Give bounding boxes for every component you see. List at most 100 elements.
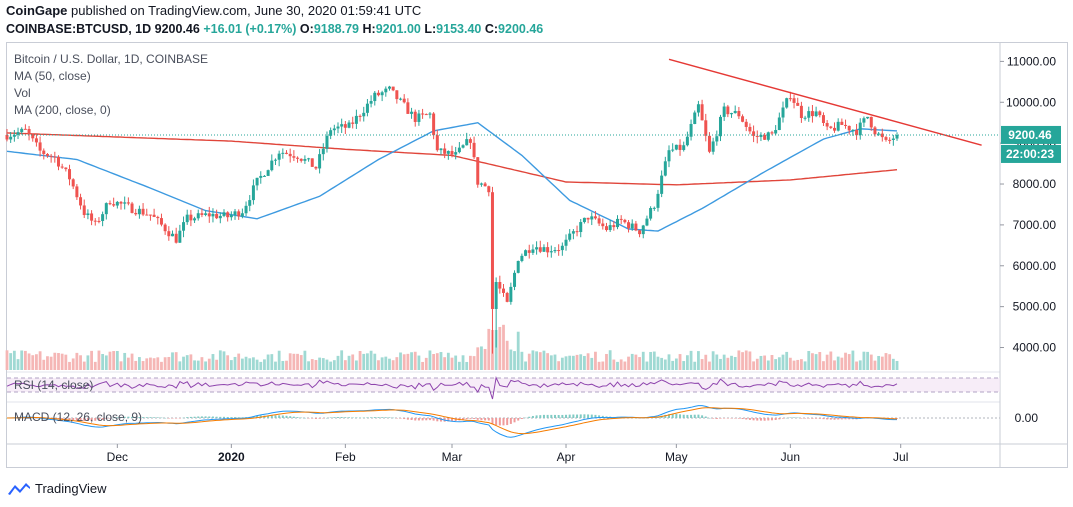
legend-macd[interactable]: MACD (12, 26, close, 9)	[14, 410, 143, 424]
macd-histogram-bar	[344, 417, 347, 418]
candle-body	[494, 282, 498, 309]
candle-body	[75, 186, 79, 198]
candle-body	[814, 111, 818, 117]
macd-histogram-bar	[682, 414, 685, 418]
candle-body	[193, 218, 197, 221]
candle-body	[704, 120, 708, 136]
candle-body	[365, 103, 369, 113]
volume-bar	[406, 353, 410, 370]
candle-body	[373, 92, 377, 102]
candle-body	[457, 147, 461, 153]
candle-body	[307, 158, 311, 160]
volume-bar	[130, 353, 134, 370]
macd-histogram-bar	[189, 416, 192, 418]
legend-ma50[interactable]: MA (50, close)	[14, 69, 91, 83]
volume-bar	[126, 357, 130, 370]
legend-vol[interactable]: Vol	[14, 86, 31, 100]
macd-histogram-bar	[752, 418, 755, 421]
macd-histogram-bar	[167, 418, 170, 419]
volume-bar	[656, 356, 660, 370]
macd-histogram-bar	[848, 418, 851, 420]
candle-body	[277, 153, 281, 160]
candle-body	[68, 169, 72, 180]
macd-histogram-bar	[509, 418, 512, 424]
volume-bar	[594, 351, 597, 370]
candle-body	[763, 134, 767, 140]
candle-body	[785, 98, 789, 108]
candle-body	[296, 157, 300, 159]
volume-bar	[270, 354, 274, 370]
volume-bar	[413, 351, 417, 370]
volume-bar	[281, 360, 285, 370]
macd-histogram-bar	[804, 418, 807, 419]
candle-body	[774, 130, 778, 134]
volume-bar	[755, 358, 759, 370]
macd-histogram-bar	[535, 415, 538, 418]
volume-bar	[674, 358, 678, 370]
macd-histogram-bar	[83, 418, 86, 422]
volume-bar	[60, 353, 64, 370]
volume-bar	[498, 326, 502, 370]
candle-body	[645, 218, 649, 226]
macd-histogram-bar	[178, 418, 181, 419]
macd-histogram-bar	[568, 414, 571, 418]
volume-bar	[788, 357, 792, 370]
macd-histogram-bar	[186, 417, 189, 418]
tradingview-logo-icon	[8, 482, 30, 495]
macd-histogram-bar	[671, 413, 674, 418]
volume-bar	[373, 353, 377, 370]
candle-body	[79, 197, 83, 206]
candle-body	[174, 233, 178, 243]
legend-rsi[interactable]: RSI (14, close)	[14, 378, 94, 392]
candle-body	[531, 249, 535, 253]
macd-histogram-bar	[90, 418, 93, 421]
high-label: H:	[362, 22, 376, 36]
macd-histogram-bar	[745, 418, 748, 420]
resistance-trendline[interactable]	[668, 58, 982, 146]
volume-bar	[46, 356, 49, 370]
volume-bar	[549, 355, 553, 370]
tradingview-footer[interactable]: TradingView	[8, 481, 107, 496]
candle-body	[354, 115, 358, 124]
candle-body	[818, 111, 822, 116]
countdown-tag-box	[1001, 144, 1061, 163]
candle-body	[222, 212, 226, 216]
macd-histogram-bar	[866, 418, 869, 419]
candle-body	[90, 213, 94, 221]
macd-histogram-bar	[348, 417, 351, 418]
macd-histogram-bar	[520, 418, 523, 420]
volume-bar	[439, 352, 443, 370]
candle-body	[781, 107, 785, 118]
candle-body	[689, 123, 693, 137]
candle-body	[318, 154, 322, 169]
candle-body	[829, 126, 833, 128]
volume-bar	[71, 358, 75, 370]
macd-histogram-bar	[303, 417, 306, 419]
candle-body	[549, 251, 553, 253]
candle-body	[450, 151, 454, 155]
volume-bar	[31, 355, 35, 370]
volume-bar	[733, 356, 737, 370]
symbol-name[interactable]: COINBASE:BTCUSD, 1D	[6, 22, 152, 36]
volume-bar	[421, 361, 424, 370]
candle-body	[49, 155, 53, 157]
rsi-band	[7, 378, 1000, 392]
macd-histogram-bar	[770, 418, 773, 421]
legend-ma200[interactable]: MA (200, close, 0)	[14, 103, 111, 117]
candle-body	[141, 208, 145, 215]
volume-bar	[678, 354, 682, 370]
candle-body	[755, 135, 759, 137]
volume-bar	[505, 340, 509, 370]
candle-body	[115, 201, 119, 206]
volume-bar	[259, 361, 263, 370]
macd-histogram-bar	[325, 417, 328, 419]
volume-bar	[134, 360, 138, 370]
candle-body	[862, 118, 866, 123]
volume-bar	[299, 355, 303, 370]
macd-histogram-bar	[274, 415, 277, 418]
candle-body	[502, 288, 505, 293]
candle-body	[509, 286, 513, 302]
candle-body	[799, 105, 803, 118]
candle-body	[619, 218, 623, 220]
